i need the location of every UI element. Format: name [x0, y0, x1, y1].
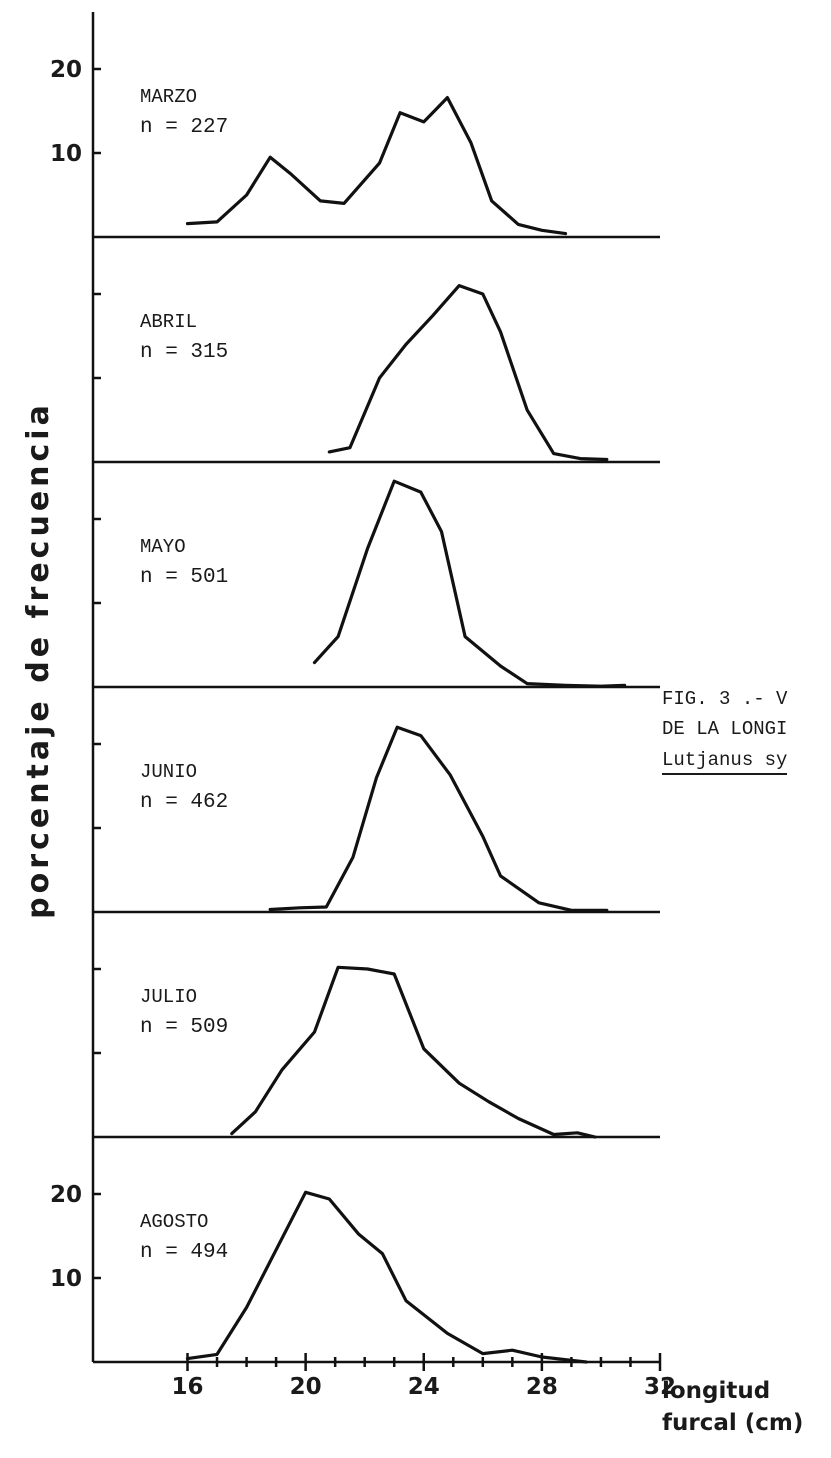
panel-junio: JUNIO n = 462 — [93, 725, 660, 914]
x-tick-label: 32 — [644, 1374, 676, 1400]
series-line-abril — [327, 284, 609, 462]
x-tick-label: 24 — [408, 1374, 440, 1400]
axes: 10 20 10 20 16 20 24 28 32 — [50, 12, 676, 1400]
series-line-julio — [230, 965, 597, 1139]
x-axis-label-line2: furcal (cm) — [662, 1410, 803, 1436]
panel-label: ABRIL — [140, 311, 197, 333]
panel-label: MARZO — [140, 86, 197, 108]
figure-caption-line2: DE LA LONGI — [662, 718, 788, 740]
panel-label: AGOSTO — [140, 1211, 208, 1233]
panel-label: MAYO — [140, 536, 186, 558]
figure-caption-species: Lutjanus sy — [662, 749, 788, 775]
x-tick-label: 28 — [526, 1374, 558, 1400]
panel-agosto: AGOSTO n = 494 — [93, 1190, 660, 1364]
panel-n: n = 509 — [140, 1016, 228, 1039]
panel-marzo: MARZO n = 227 — [93, 67, 660, 239]
panel-label: JUNIO — [140, 761, 197, 783]
series-line-mayo — [312, 479, 627, 688]
x-tick-label: 16 — [171, 1374, 203, 1400]
y-tick-label: 10 — [50, 1266, 82, 1292]
panels: MARZO n = 227 ABRIL n = 315 MAYO n = 501 JUNIO… — [93, 67, 660, 1364]
figure-caption-line1: FIG. 3 .- V — [662, 688, 788, 710]
x-tick-label: 20 — [290, 1374, 322, 1400]
panel-mayo: MAYO n = 501 — [93, 479, 660, 689]
y-tick-label: 10 — [50, 141, 82, 167]
panel-abril: ABRIL n = 315 — [93, 284, 660, 464]
panel-n: n = 501 — [140, 566, 228, 589]
panel-n: n = 227 — [140, 116, 228, 139]
series-line-junio — [268, 725, 609, 912]
y-axis-label: porcentaje de frecuencia — [21, 401, 56, 919]
y-tick-label: 20 — [50, 1182, 82, 1208]
panel-n: n = 494 — [140, 1241, 228, 1264]
x-axis-label-line1: longitud — [662, 1378, 770, 1404]
panel-julio: JULIO n = 509 — [93, 965, 660, 1139]
series-line-marzo — [185, 96, 568, 236]
panel-n: n = 462 — [140, 791, 228, 814]
y-tick-label: 20 — [50, 57, 82, 83]
series-line-agosto — [185, 1190, 588, 1364]
panel-label: JULIO — [140, 986, 197, 1008]
panel-n: n = 315 — [140, 341, 228, 364]
